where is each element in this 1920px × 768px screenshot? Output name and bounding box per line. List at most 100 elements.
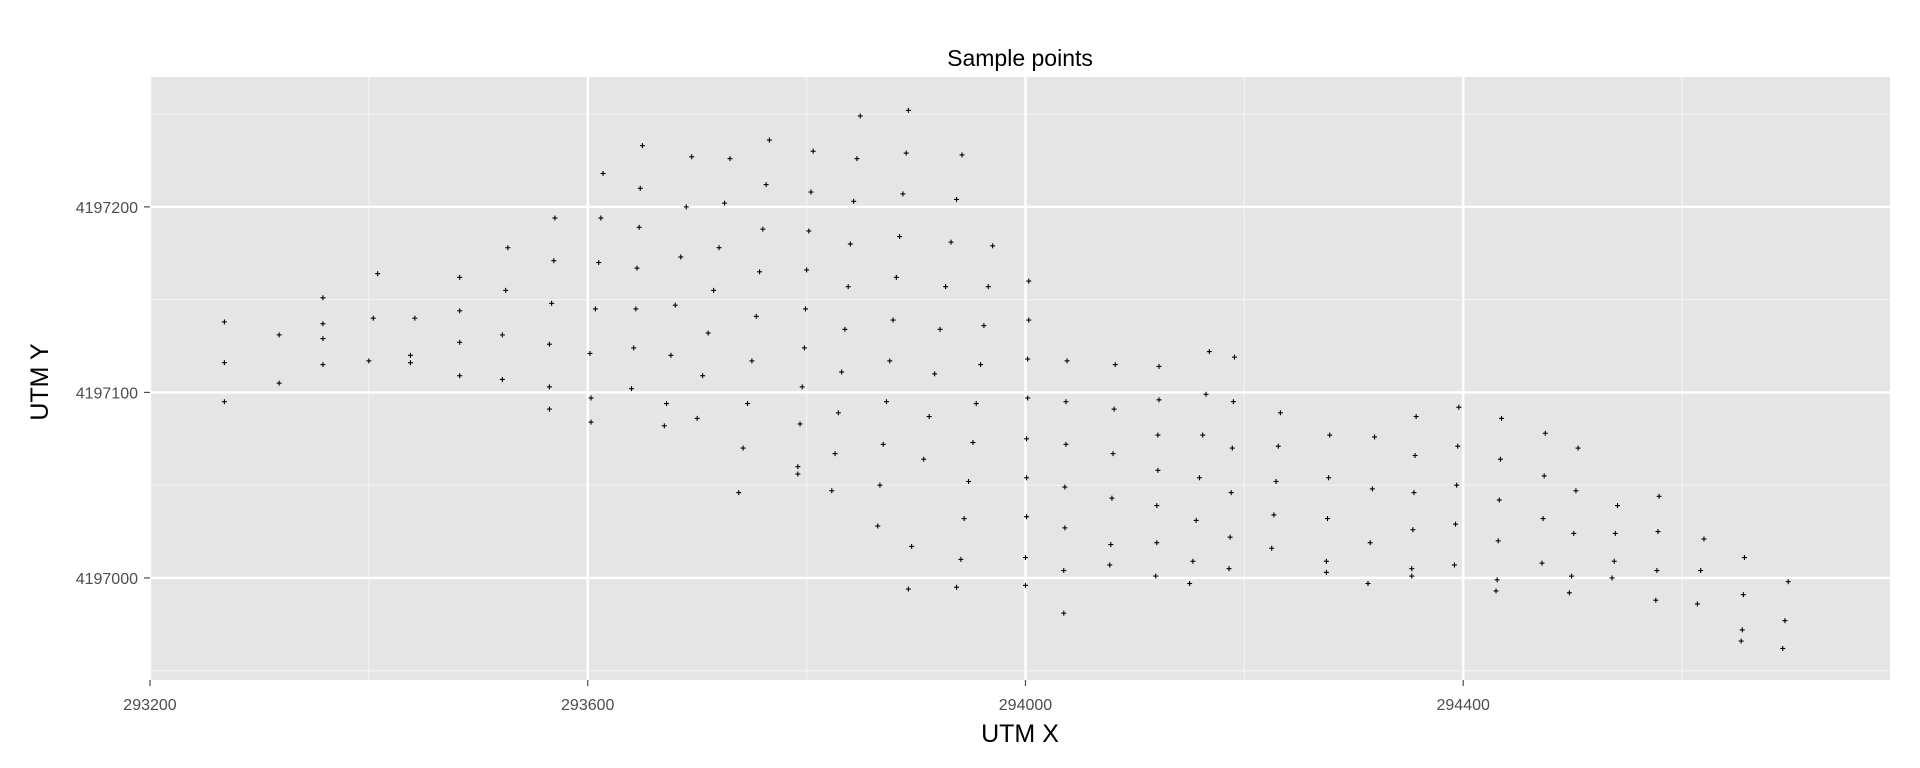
data-point — [1156, 397, 1162, 403]
data-point — [1655, 529, 1661, 535]
data-point — [959, 152, 965, 158]
data-point — [954, 196, 960, 202]
data-point — [1323, 558, 1329, 564]
data-point — [877, 482, 883, 488]
data-point — [722, 200, 728, 206]
data-point — [954, 584, 960, 590]
data-point — [1569, 573, 1575, 579]
data-point — [1653, 597, 1659, 603]
data-point — [633, 306, 639, 312]
data-point — [1495, 538, 1501, 544]
data-point — [932, 371, 938, 377]
data-point — [1026, 278, 1032, 284]
data-point — [366, 358, 372, 364]
data-point — [740, 445, 746, 451]
data-point — [766, 137, 772, 143]
data-point — [1024, 514, 1030, 520]
data-point — [639, 143, 645, 149]
data-point — [1566, 590, 1572, 596]
plot-panel — [150, 77, 1890, 680]
data-point — [1367, 540, 1373, 546]
data-point — [857, 113, 863, 119]
data-point — [1230, 399, 1236, 405]
minor-gridlines — [150, 77, 1890, 680]
data-point — [845, 284, 851, 290]
data-point — [221, 360, 227, 366]
x-tick-label: 293600 — [561, 697, 614, 714]
data-point — [457, 274, 463, 280]
data-point — [457, 308, 463, 314]
data-point — [1269, 545, 1275, 551]
data-point — [1327, 432, 1333, 438]
data-point — [810, 148, 816, 154]
data-point — [1456, 404, 1462, 410]
data-point — [1454, 482, 1460, 488]
data-point — [1108, 542, 1114, 548]
data-point — [1271, 512, 1277, 518]
data-point — [1156, 363, 1162, 369]
data-point — [1740, 592, 1746, 598]
data-point — [753, 313, 759, 319]
data-point — [795, 464, 801, 470]
data-point — [763, 182, 769, 188]
data-point — [1203, 391, 1209, 397]
data-point — [1064, 358, 1070, 364]
data-point — [1573, 488, 1579, 494]
data-point — [926, 414, 932, 420]
data-point — [808, 189, 814, 195]
data-point — [1497, 456, 1503, 462]
data-point — [1539, 560, 1545, 566]
data-point — [678, 254, 684, 260]
data-point — [1615, 503, 1621, 509]
data-point — [664, 401, 670, 407]
data-point — [1275, 443, 1281, 449]
data-point — [1062, 484, 1068, 490]
data-point — [847, 241, 853, 247]
data-point — [1323, 569, 1329, 575]
data-point — [592, 306, 598, 312]
data-point — [1365, 581, 1371, 587]
data-point — [1372, 434, 1378, 440]
data-point — [694, 415, 700, 421]
data-point — [799, 384, 805, 390]
data-point — [1061, 610, 1067, 616]
data-point — [801, 345, 807, 351]
data-point — [711, 287, 717, 293]
x-axis-ticks: 293200 293600 294000 294400 — [123, 680, 1490, 714]
data-point — [1107, 562, 1113, 568]
y-tick-label: 4197000 — [76, 571, 138, 588]
data-point — [629, 386, 635, 392]
data-point — [1022, 555, 1028, 561]
data-point — [1451, 562, 1457, 568]
data-point — [1413, 414, 1419, 420]
data-point — [1277, 410, 1283, 416]
data-point — [1494, 577, 1500, 583]
data-point — [990, 243, 996, 249]
data-point — [1112, 362, 1118, 368]
data-point — [1063, 441, 1069, 447]
data-point — [1154, 540, 1160, 546]
data-point — [970, 440, 976, 446]
data-point — [634, 265, 640, 271]
data-point — [736, 490, 742, 496]
data-point — [1155, 432, 1161, 438]
major-gridlines — [148, 77, 1890, 680]
data-point — [320, 321, 326, 327]
data-point — [661, 423, 667, 429]
data-point — [551, 258, 557, 264]
data-point — [985, 284, 991, 290]
data-point — [1575, 445, 1581, 451]
data-point — [1025, 356, 1031, 362]
data-point — [588, 419, 594, 425]
data-point — [1698, 568, 1704, 574]
data-point — [1024, 436, 1030, 442]
data-point — [1206, 349, 1212, 355]
data-point — [905, 586, 911, 592]
data-point — [1694, 601, 1700, 607]
data-point — [587, 350, 593, 356]
data-point — [1612, 530, 1618, 536]
data-point — [804, 267, 810, 273]
data-point — [320, 362, 326, 368]
data-point — [1540, 516, 1546, 522]
data-point — [937, 326, 943, 332]
